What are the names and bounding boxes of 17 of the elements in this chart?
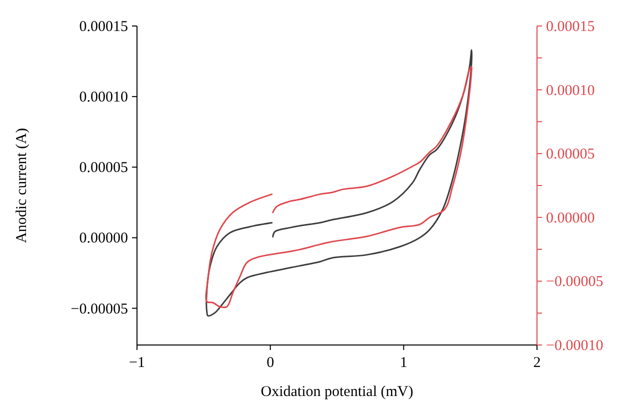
y2-tick-label: −0.00010 bbox=[546, 338, 604, 354]
y-tick-label: 0.00005 bbox=[79, 160, 128, 176]
y-tick-label: 0.00010 bbox=[79, 90, 128, 106]
y-tick-label: −0.00005 bbox=[70, 301, 128, 318]
x-tick-label: −1 bbox=[129, 355, 145, 371]
y2-tick-label: 0.00000 bbox=[546, 210, 595, 226]
x-tick-label: 2 bbox=[533, 355, 541, 371]
y2-tick-label: 0.00005 bbox=[546, 146, 595, 163]
y-axis-title: Anodic current (A) bbox=[14, 128, 30, 243]
y-tick-label: 0.00000 bbox=[79, 230, 128, 247]
y2-tick-label: −0.00005 bbox=[546, 274, 604, 290]
y-tick-label: 0.00015 bbox=[79, 19, 128, 35]
y2-tick-label: 0.00010 bbox=[546, 82, 595, 99]
x-axis-title: Oxidation potential (mV) bbox=[260, 384, 414, 400]
x-tick-label: 1 bbox=[400, 355, 408, 371]
y2-tick-label: 0.00015 bbox=[546, 19, 595, 35]
x-tick-label: 0 bbox=[266, 355, 274, 371]
